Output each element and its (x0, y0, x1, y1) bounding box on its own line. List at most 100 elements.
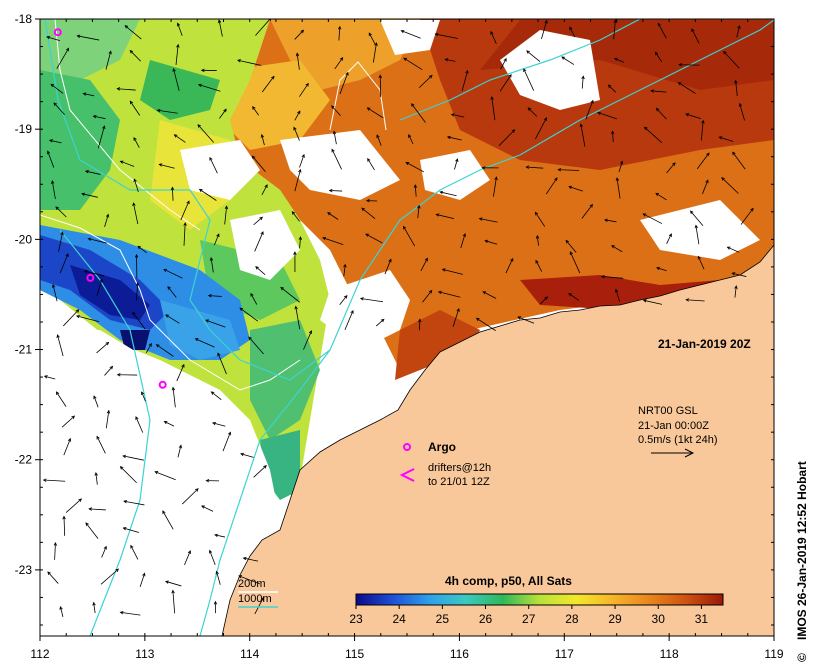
current-vector-head (475, 317, 480, 322)
argo-legend-marker (403, 443, 411, 451)
current-vector-head (428, 289, 433, 294)
current-vector (51, 180, 56, 200)
argo-float-marker (158, 380, 167, 389)
current-vector (445, 58, 456, 62)
current-vector-head (654, 51, 659, 56)
current-vector-head (380, 318, 385, 323)
current-vector (612, 131, 614, 143)
current-vector-head (217, 352, 221, 357)
current-vector-head (561, 56, 565, 60)
current-vector (517, 316, 535, 324)
current-vector-head (92, 601, 96, 606)
current-vector-head (597, 111, 601, 115)
current-vector-head (116, 87, 121, 91)
current-vector-head (403, 225, 407, 230)
current-vector-head (133, 136, 137, 141)
current-vector-head (678, 63, 682, 67)
current-vector-head (50, 83, 55, 88)
argo-legend: Argo (403, 440, 456, 454)
current-vector-head (132, 311, 136, 316)
current-vector-head (209, 156, 213, 161)
current-vector (657, 23, 667, 39)
current-vector-head (53, 102, 58, 106)
argo-float-marker (53, 28, 62, 37)
current-vector-head (607, 84, 612, 89)
current-vector (133, 179, 139, 193)
current-vector (561, 56, 575, 65)
current-vector-head (108, 50, 112, 55)
current-vector-head (119, 610, 124, 615)
colorbar-tick-label: 29 (608, 612, 622, 626)
current-vector (123, 527, 140, 533)
current-vector (580, 124, 586, 147)
current-vector-head (119, 160, 124, 164)
current-vector (526, 50, 541, 62)
current-vector (361, 207, 376, 219)
current-vector-head (155, 344, 160, 348)
current-vector (616, 177, 621, 199)
current-vector (527, 107, 538, 117)
current-vector-head (92, 114, 97, 119)
current-vector-head (259, 216, 263, 221)
current-vector (63, 309, 79, 327)
current-vector (294, 111, 301, 121)
current-vector-head (345, 71, 349, 76)
current-vector (261, 184, 268, 196)
current-vector-head (224, 205, 229, 210)
current-vector-head (75, 314, 80, 319)
current-vector-head (264, 184, 268, 188)
current-vector-head (331, 105, 335, 109)
current-vector-head (657, 22, 661, 27)
current-vector-head (619, 160, 624, 165)
current-vector (93, 396, 99, 408)
current-vector-head (490, 96, 494, 100)
current-vector (93, 115, 106, 120)
current-vector-head (75, 309, 80, 313)
current-vector (280, 287, 300, 303)
colorbar-tick-label: 27 (522, 612, 536, 626)
current-vector-head (251, 155, 256, 160)
current-vector-head (732, 151, 736, 156)
current-vector-head (163, 268, 167, 272)
current-vector-head (691, 28, 695, 32)
current-vector-head (677, 82, 682, 86)
current-vector-head (115, 568, 120, 573)
current-vector (253, 216, 263, 226)
current-vector-head (327, 212, 331, 216)
current-vector-head (171, 589, 175, 594)
current-vector (49, 139, 62, 144)
current-vector (101, 546, 107, 558)
current-vector (205, 319, 226, 328)
current-vector (493, 177, 497, 197)
current-vector (331, 105, 341, 117)
current-vector-head (51, 180, 55, 184)
current-vector (175, 44, 179, 65)
current-vector-head (297, 110, 301, 115)
x-tick-label: 118 (660, 647, 679, 661)
current-vector-head (376, 134, 380, 139)
current-vector-head (535, 259, 539, 264)
current-vector (405, 162, 425, 173)
current-vector (482, 291, 497, 299)
current-vector (447, 136, 462, 141)
current-vector-head (478, 217, 483, 221)
current-vector-head (123, 499, 127, 504)
current-vector (159, 164, 175, 169)
current-vector (248, 336, 264, 355)
drifter-legend-marker (399, 468, 415, 482)
current-vector-head (343, 263, 347, 268)
current-vector (375, 318, 385, 327)
current-vector (295, 306, 301, 330)
current-vector (523, 68, 535, 91)
current-vector-head (388, 258, 392, 263)
current-vector-head (726, 246, 731, 250)
current-vector (104, 214, 109, 227)
current-vector-head (197, 124, 201, 128)
current-vector (344, 310, 354, 331)
current-vector (165, 581, 182, 587)
current-vector-head (365, 198, 370, 203)
current-vector-head (194, 338, 199, 342)
current-vector-head (85, 522, 89, 526)
current-vector (59, 253, 69, 274)
current-vector (184, 550, 191, 566)
